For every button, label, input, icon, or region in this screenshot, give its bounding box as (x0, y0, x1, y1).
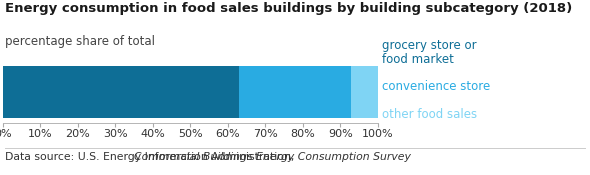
Text: Commercial Buildings Energy Consumption Survey: Commercial Buildings Energy Consumption … (135, 152, 411, 162)
Text: convenience store: convenience store (382, 80, 490, 93)
Text: Energy consumption in food sales buildings by building subcategory (2018): Energy consumption in food sales buildin… (5, 2, 572, 15)
Text: Data source: U.S. Energy Information Administration,: Data source: U.S. Energy Information Adm… (5, 152, 297, 162)
Bar (239, 66, 352, 118)
Bar (352, 66, 378, 118)
Text: other food sales: other food sales (382, 108, 477, 121)
Bar (3, 66, 239, 118)
Text: percentage share of total: percentage share of total (5, 35, 155, 48)
Text: grocery store or
food market: grocery store or food market (382, 38, 477, 66)
